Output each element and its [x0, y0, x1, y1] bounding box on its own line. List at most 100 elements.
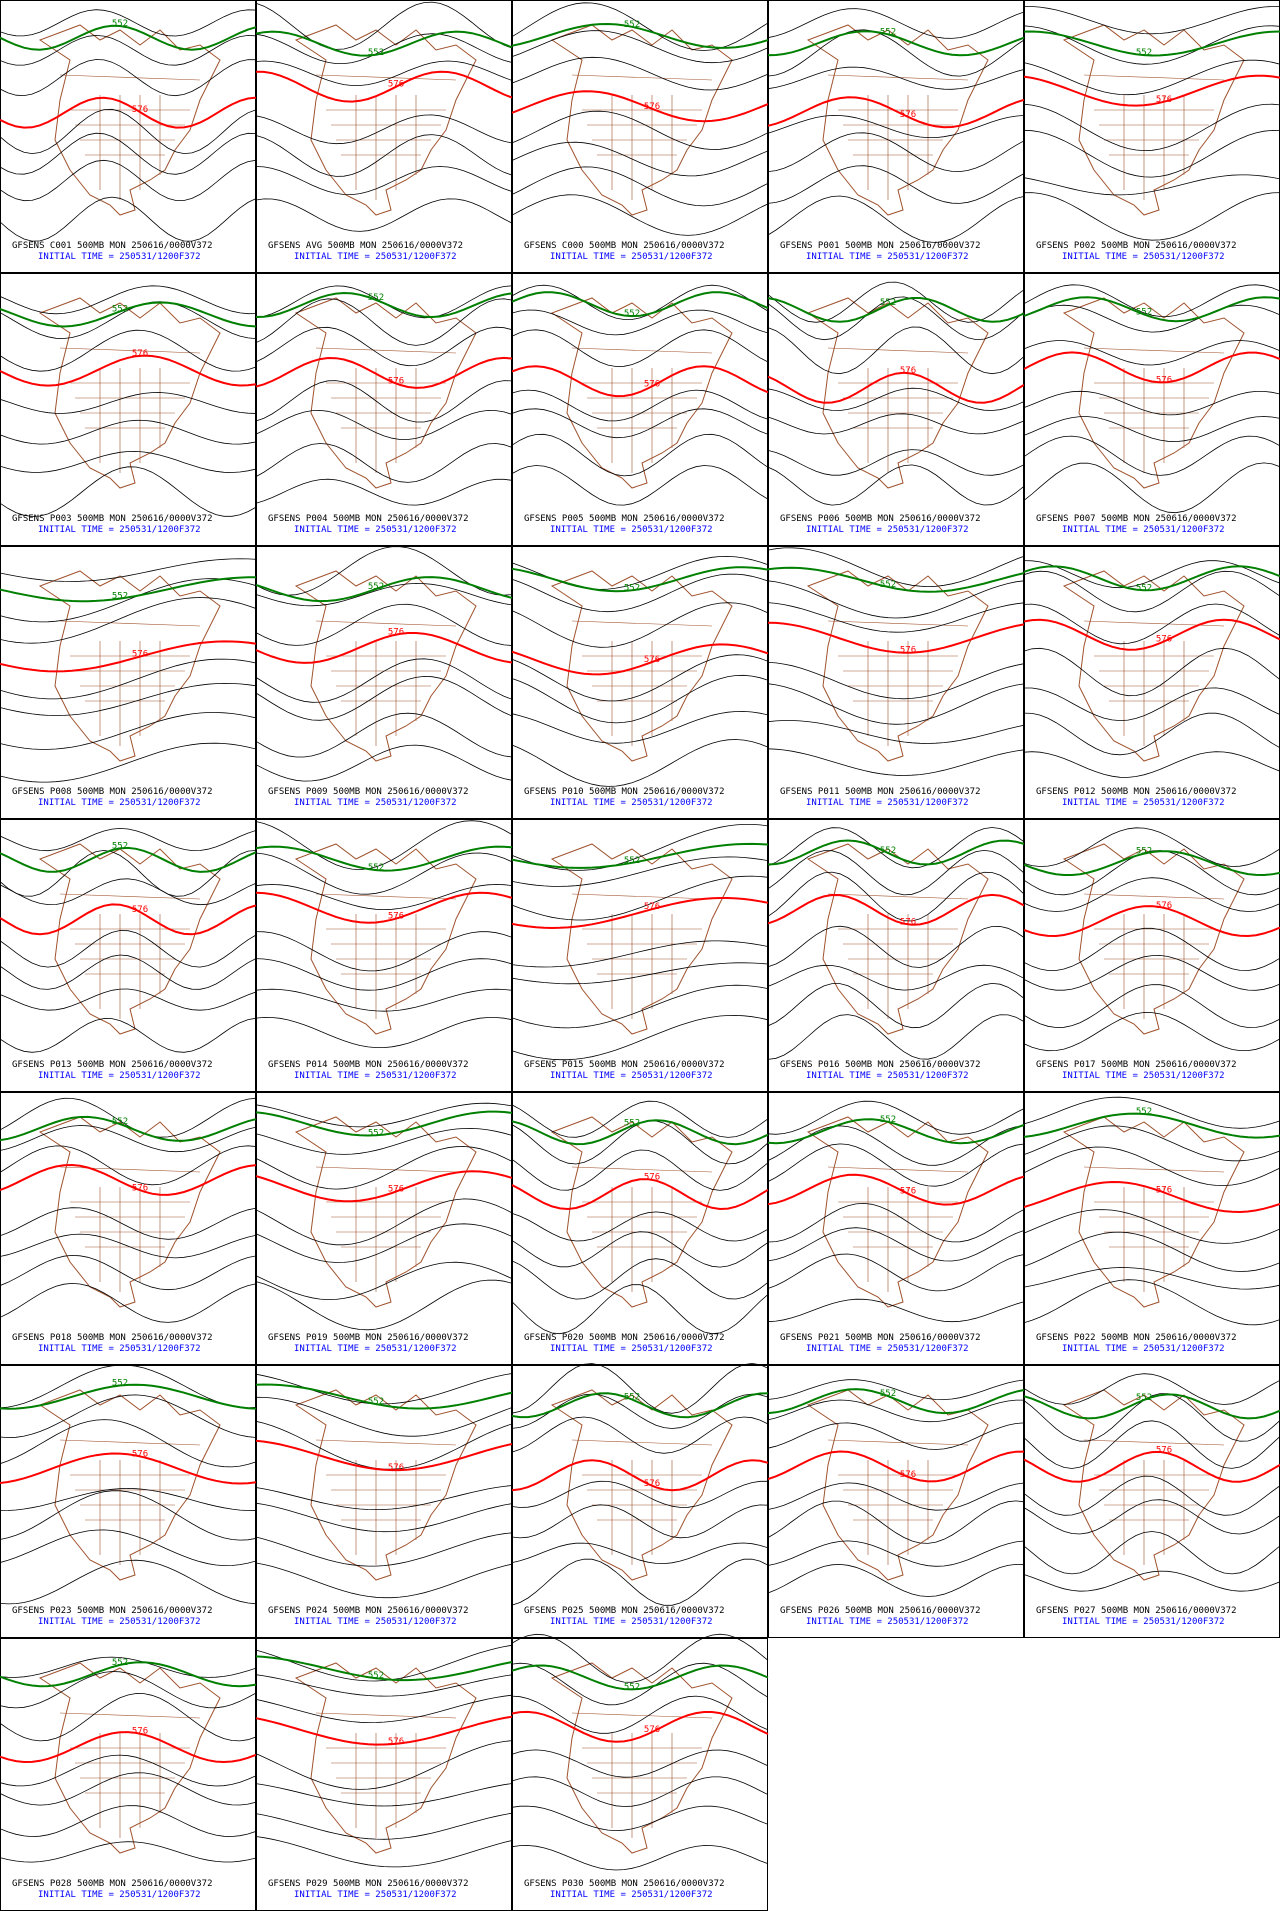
- height-contour: [0, 1207, 257, 1240]
- height-contour: [511, 1633, 769, 1683]
- panel-frame: [256, 1638, 512, 1911]
- contour-576: [255, 356, 513, 389]
- height-contour: [767, 748, 1025, 776]
- contour-label: 576: [1156, 375, 1172, 385]
- contour-576: [255, 1439, 513, 1472]
- height-contour: [0, 878, 257, 906]
- contour-label: 552: [880, 27, 896, 37]
- height-contour: [767, 1253, 1025, 1292]
- map-panel: 552 576 GFSENS P014 500MB MON 250616/0000V…: [255, 819, 513, 1092]
- height-contour: [0, 108, 257, 155]
- height-contour: [0, 1529, 257, 1567]
- panel-title: GFSENS P014 500MB MON 250616/0000V372: [268, 1060, 468, 1070]
- height-contour: [255, 958, 513, 991]
- contour-552: [0, 1661, 257, 1688]
- height-contour: [1023, 1531, 1280, 1575]
- contour-576: [511, 643, 769, 676]
- coastline: [294, 1662, 477, 1854]
- panel-subtitle: INITIAL TIME = 250531/1200F372: [294, 525, 457, 535]
- panel-title: GFSENS P001 500MB MON 250616/0000V372: [780, 241, 980, 251]
- height-contour: [0, 9, 257, 37]
- panel-subtitle: INITIAL TIME = 250531/1200F372: [806, 252, 969, 262]
- height-contour: [0, 1145, 257, 1186]
- height-contour: [767, 1500, 1025, 1544]
- height-contour: [767, 964, 1025, 991]
- height-contour: [255, 114, 513, 145]
- coastline: [1062, 297, 1245, 489]
- panel-title: GFSENS P008 500MB MON 250616/0000V372: [12, 787, 212, 797]
- contour-label: 552: [112, 1658, 128, 1668]
- contour-552: [511, 566, 769, 593]
- height-contour: [767, 165, 1025, 204]
- height-contour: [767, 449, 1025, 476]
- height-contour: [1023, 1096, 1280, 1129]
- panel-title: GFSENS P007 500MB MON 250616/0000V372: [1036, 514, 1236, 524]
- contour-label: 576: [900, 110, 916, 120]
- panel-frame: [256, 1092, 512, 1365]
- panel-title: GFSENS P018 500MB MON 250616/0000V372: [12, 1333, 212, 1343]
- height-contour: [767, 1482, 1025, 1511]
- height-contour: [0, 466, 257, 517]
- contour-552: [0, 846, 257, 873]
- panel-title: GFSENS P024 500MB MON 250616/0000V372: [268, 1606, 468, 1616]
- height-contour: [255, 1562, 513, 1599]
- contour-552: [255, 30, 513, 57]
- height-contour: [255, 1740, 513, 1790]
- contour-label: 576: [388, 80, 404, 90]
- panel-subtitle: INITIAL TIME = 250531/1200F372: [38, 1344, 201, 1354]
- state-borders: [315, 1712, 457, 1838]
- state-borders: [827, 893, 969, 1019]
- height-contour: [767, 114, 1025, 138]
- contour-576: [255, 1170, 513, 1203]
- height-contour: [255, 409, 513, 440]
- height-contour: [511, 309, 769, 336]
- panel-title: GFSENS P009 500MB MON 250616/0000V372: [268, 787, 468, 797]
- height-contour: [767, 1014, 1025, 1060]
- height-contour: [0, 419, 257, 445]
- contour-label: 552: [624, 20, 640, 30]
- contour-label: 576: [132, 1727, 148, 1737]
- coastline: [38, 1116, 221, 1308]
- height-contour: [0, 196, 257, 242]
- map-panel: 552 576 GFSENS P023 500MB MON 250616/0000V…: [0, 1364, 257, 1638]
- contour-552: [255, 1383, 513, 1410]
- height-contour: [511, 110, 769, 150]
- contour-label: 576: [1156, 95, 1172, 105]
- height-contour: [767, 547, 1025, 588]
- panel-title: GFSENS P011 500MB MON 250616/0000V372: [780, 787, 980, 797]
- contour-552: [1023, 565, 1280, 592]
- contour-label: 552: [1136, 583, 1152, 593]
- height-contour: [0, 1394, 257, 1439]
- height-contour: [511, 166, 769, 207]
- map-panel: 552 576 GFSENS P029 500MB MON 250616/0000V…: [255, 1638, 513, 1911]
- contour-label: 552: [1136, 1107, 1152, 1117]
- contour-576: [511, 1178, 769, 1211]
- panel-frame: [768, 546, 1024, 819]
- panel-title: GFSENS P015 500MB MON 250616/0000V372: [524, 1060, 724, 1070]
- height-contour: [1023, 877, 1280, 912]
- height-contour: [0, 1364, 257, 1409]
- contour-label: 576: [388, 912, 404, 922]
- height-contour: [767, 326, 1025, 375]
- map-panel: 552 576 GFSENS P018 500MB MON 250616/0000V…: [0, 1092, 257, 1365]
- state-borders: [1083, 74, 1225, 200]
- state-borders: [571, 620, 713, 746]
- height-contour: [1023, 192, 1280, 241]
- height-contour: [1023, 435, 1280, 476]
- height-contour: [1023, 1570, 1280, 1592]
- height-contour: [0, 849, 257, 897]
- height-contour: [255, 443, 513, 483]
- contour-552: [0, 24, 257, 51]
- contour-576: [511, 365, 769, 398]
- contour-label: 552: [112, 19, 128, 29]
- height-contour: [511, 1662, 769, 1706]
- contour-label: 576: [132, 905, 148, 915]
- height-contour: [767, 8, 1025, 39]
- panel-title: GFSENS P016 500MB MON 250616/0000V372: [780, 1060, 980, 1070]
- height-contour: [511, 940, 769, 968]
- height-contour: [1023, 751, 1280, 778]
- map-panel: 552 576 GFSENS P022 500MB MON 250616/0000V…: [1023, 1092, 1280, 1365]
- panel-subtitle: INITIAL TIME = 250531/1200F372: [550, 1071, 713, 1081]
- contour-552: [767, 297, 1025, 323]
